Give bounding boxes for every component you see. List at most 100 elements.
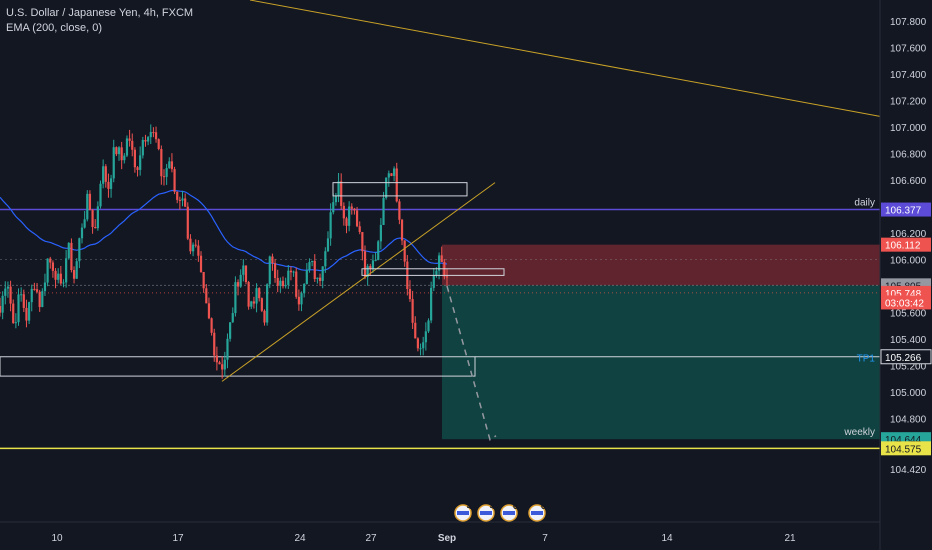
candle [311,260,314,267]
descending-trendline[interactable] [249,0,881,117]
candle-body [437,255,441,271]
time-tick-label: 21 [784,533,796,544]
candle [348,201,351,232]
candle-body [234,282,237,314]
candle-body [115,147,118,155]
candle [242,259,245,282]
candle-body [141,139,144,156]
candle [416,337,420,352]
candle [115,146,118,157]
take-profit-zone[interactable] [442,285,880,440]
candle-body [345,218,348,226]
ascending-trendline[interactable] [221,182,496,382]
time-axis[interactable]: 10 17 24 27 Sep 7 14 21 [0,521,880,544]
candle-body [49,258,52,263]
candle [226,333,229,369]
candle [9,280,12,312]
symbol-title[interactable]: U.S. Dollar / Japanese Yen, 4h, FXCM [6,7,194,19]
candle-body [41,291,44,308]
candle [125,135,129,158]
price-tick-label: 105.200 [890,362,927,373]
candle [96,201,99,231]
candle-body [324,251,327,267]
candle [17,288,20,326]
candle-body [154,132,158,140]
retest-box[interactable] [361,268,505,276]
candle [184,193,187,208]
candle [107,173,110,198]
price-tick-label: 105.000 [890,388,927,399]
stop-loss-zone[interactable] [442,244,880,286]
indicator-title[interactable]: EMA (200, close, 0) [6,22,102,34]
candle [80,223,84,244]
candle [382,191,385,226]
candle-body [152,132,155,134]
candle [165,163,168,185]
candle [4,281,7,305]
candle [252,296,256,309]
price-label-daily: 106.377 [881,202,931,217]
candle [403,240,406,267]
candle [273,258,277,283]
candle-body [432,275,435,288]
economic-event-badge[interactable]: 6 [528,502,546,522]
ema-200-line [0,189,448,272]
candle [229,322,232,342]
candle-body [258,288,261,299]
candle-body [213,332,216,356]
candle-body [147,137,150,142]
candle-body [239,274,242,287]
candle [152,127,155,138]
candle-body [358,226,361,232]
chart-drawings[interactable] [221,0,881,441]
candle [0,297,2,317]
time-tick-label: 10 [51,533,63,544]
candle-body [387,173,390,178]
candle-body [223,359,226,370]
candle-body [416,338,420,349]
candle [398,199,401,225]
candle [173,166,176,195]
candle-body [355,210,359,227]
candle-body [430,287,433,321]
economic-event-badge[interactable]: 4 [454,502,472,522]
candle-body [194,244,197,246]
candle-body [27,302,31,321]
projection-path[interactable] [446,285,497,441]
candle [440,246,443,263]
price-label-bg [881,237,931,252]
candle-body [427,320,430,332]
candle-body [363,251,367,277]
economic-event-badge[interactable]: 4 [477,502,495,522]
candle [88,190,92,211]
line-label-weekly: weekly [843,427,875,438]
candle-body [218,362,221,365]
candle-body [305,270,308,284]
candle-body [80,227,84,239]
candle [30,284,33,312]
candle [154,126,158,143]
support-zone-box[interactable] [0,356,476,377]
time-tick-label: 7 [542,533,548,544]
candle [326,231,330,252]
price-label-stop: 106.112 [881,237,931,252]
event-badges[interactable]: 4 4 6 6 [454,502,546,522]
economic-event-badge[interactable]: 6 [500,502,518,522]
candle-body [125,138,129,156]
candle-body [403,240,406,262]
candle [422,336,425,356]
candlesticks [0,124,449,379]
candle [313,254,316,282]
candle [430,281,433,324]
candle-body [221,364,224,370]
event-count: 6 [541,502,546,511]
time-tick-label: 14 [661,533,673,544]
candle [1,291,4,320]
candle-body [202,272,205,289]
candle [109,174,113,198]
resistance-box[interactable] [332,182,468,197]
price-label-text: 106.112 [885,241,921,252]
candle-body [242,265,245,275]
candle-body [17,294,20,323]
